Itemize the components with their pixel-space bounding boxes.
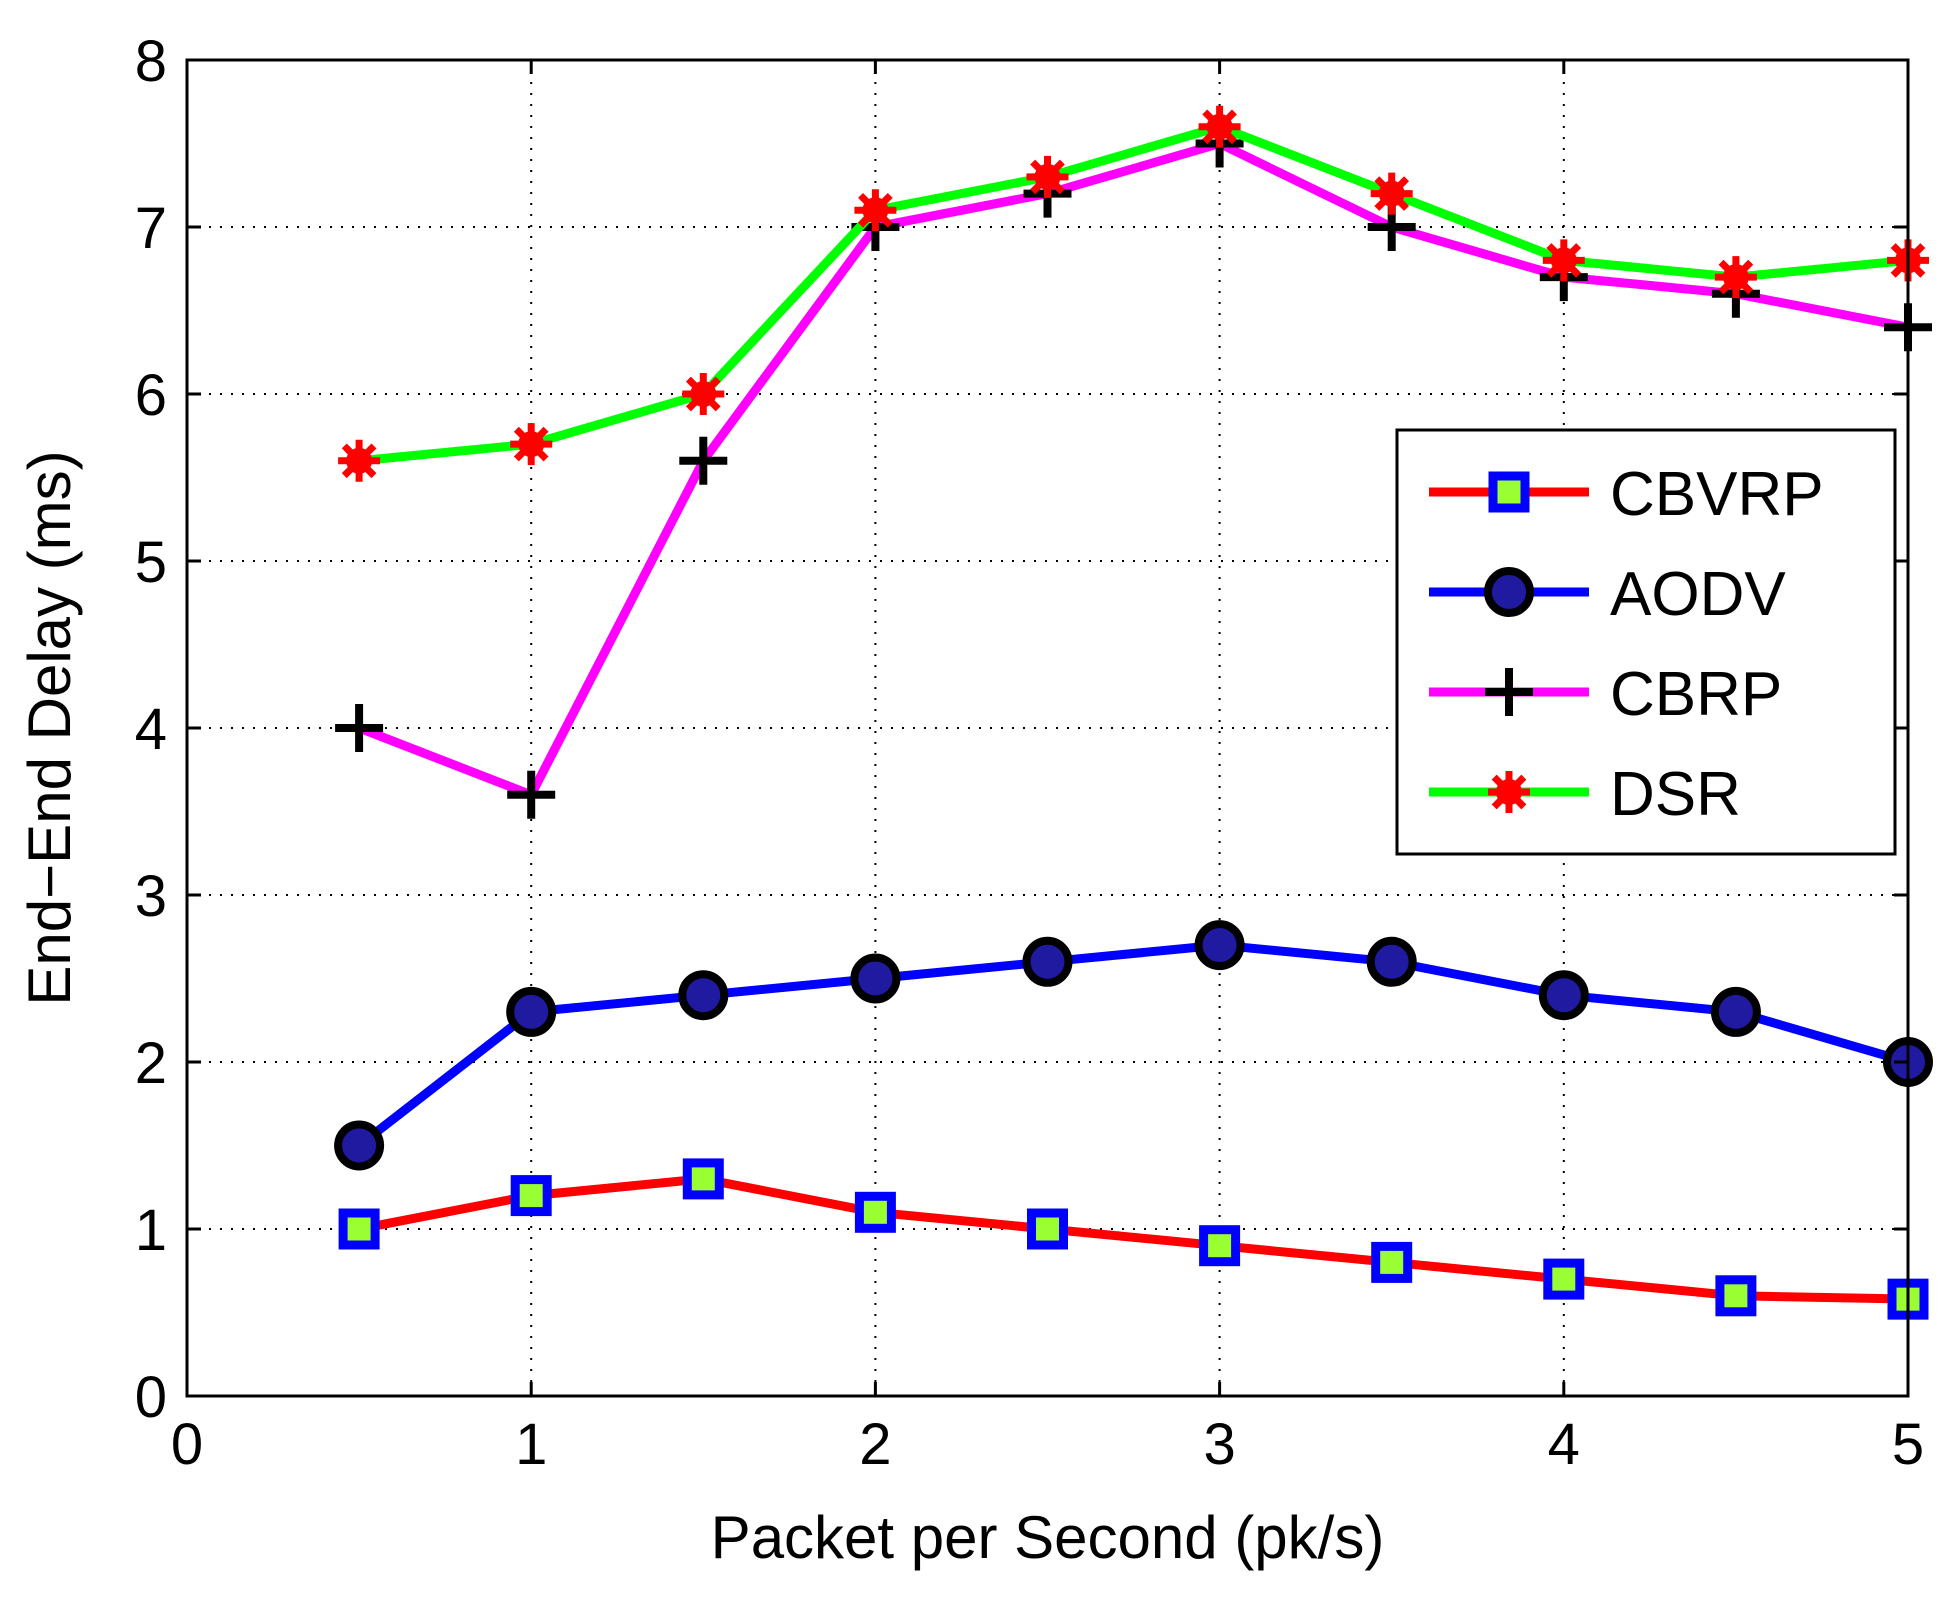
dsr-point (854, 189, 897, 232)
aodv-point (1194, 920, 1245, 971)
cbvrp-point (1715, 1275, 1757, 1317)
x-axis-label: Packet per Second (pk/s) (711, 1504, 1385, 1571)
cbvrp-point (682, 1158, 724, 1200)
series-cbvrp (338, 1158, 1929, 1320)
cbvrp-line (358, 1174, 1909, 1304)
aodv-point (1538, 970, 1589, 1021)
dsr-line (358, 122, 1909, 466)
cbrp-point (679, 436, 728, 485)
ticks: 0 1 2 3 4 5 0 1 2 3 4 5 6 7 8 (135, 29, 1924, 1477)
dsr-point (338, 439, 381, 482)
dsr-point (1026, 155, 1069, 198)
aodv-line (356, 940, 1910, 1150)
legend: CBVRP AODV CBRP DSR (1395, 428, 1897, 856)
legend-marker (1485, 668, 1533, 716)
x-tick-label: 3 (1203, 1412, 1235, 1477)
aodv-point (1366, 936, 1417, 987)
legend-item-cbvrp: CBVRP (1429, 460, 1824, 529)
y-tick-label: 4 (135, 697, 167, 762)
x-tick-label: 5 (1892, 1412, 1924, 1477)
y-tick-label: 6 (135, 363, 167, 428)
legend-label: AODV (1610, 560, 1786, 629)
y-tick-label: 0 (135, 1365, 167, 1430)
cbrp-line (357, 139, 1909, 800)
x-tick-label: 4 (1548, 1412, 1580, 1477)
cbvrp-point (338, 1208, 380, 1250)
legend-label: CBVRP (1610, 460, 1824, 529)
cbrp-point (507, 770, 556, 819)
series-layer (334, 105, 1933, 1320)
y-tick-label: 5 (135, 530, 167, 595)
aodv-point (1710, 986, 1761, 1037)
aodv-point (506, 986, 557, 1037)
legend-item-aodv: AODV (1429, 560, 1786, 629)
cbvrp-point (1199, 1225, 1241, 1267)
legend-marker (1484, 567, 1534, 617)
cbvrp-point (510, 1175, 552, 1217)
dsr-point (682, 373, 725, 415)
cbvrp-point (1027, 1208, 1068, 1250)
y-axis-label: End−End Delay (ms) (16, 450, 83, 1005)
series-aodv (334, 920, 1933, 1171)
legend-item-cbrp: CBRP (1429, 660, 1782, 729)
aodv-point (678, 970, 729, 1021)
cbvrp-point (1371, 1241, 1413, 1283)
y-tick-label: 3 (135, 864, 167, 929)
x-tick-label: 0 (171, 1412, 203, 1477)
dsr-point (510, 423, 553, 466)
y-tick-label: 7 (135, 196, 167, 261)
dsr-point (1370, 172, 1413, 215)
legend-marker (1488, 471, 1530, 513)
legend-box (1395, 428, 1897, 856)
x-tick-label: 1 (515, 1412, 547, 1477)
cbvrp-point (1543, 1258, 1585, 1300)
aodv-point (850, 953, 901, 1004)
y-tick-label: 8 (135, 29, 167, 94)
y-tick-label: 1 (135, 1198, 167, 1263)
dsr-point (1198, 105, 1241, 148)
legend-label: DSR (1610, 760, 1741, 829)
cbvrp-point (854, 1191, 896, 1233)
dsr-point (1542, 239, 1585, 282)
legend-marker (1488, 771, 1530, 813)
aodv-point (1022, 936, 1073, 987)
legend-item-dsr: DSR (1429, 760, 1741, 829)
legend-label: CBRP (1610, 660, 1782, 729)
y-tick-label: 2 (135, 1031, 167, 1096)
aodv-point (334, 1120, 385, 1171)
dsr-point (1714, 256, 1757, 299)
x-tick-label: 2 (859, 1412, 891, 1477)
cbrp-point (335, 704, 384, 752)
series-dsr (338, 105, 1929, 482)
